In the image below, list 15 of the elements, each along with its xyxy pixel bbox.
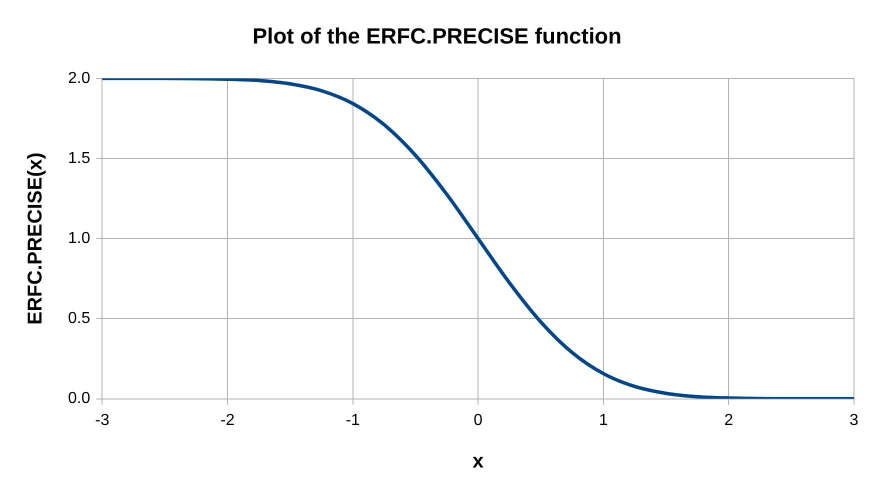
x-axis-title: x [472, 450, 484, 473]
y-tick-label: 1.0 [68, 230, 90, 248]
y-axis-title: ERFC.PRECISE(x) [24, 152, 47, 325]
x-tick-label: 3 [850, 412, 859, 429]
y-tick-label: 1.5 [68, 150, 90, 167]
chart-title: Plot of the ERFC.PRECISE function [252, 23, 622, 48]
x-tick-label: 1 [598, 412, 608, 429]
x-tick-label: -3 [95, 412, 110, 429]
x-tick-label: 2 [724, 412, 734, 429]
x-tick-label: -2 [220, 412, 235, 429]
y-tick-label: 0.0 [68, 390, 90, 408]
x-tick-label: 0 [474, 412, 483, 429]
y-tick-label: 0.5 [68, 310, 90, 328]
x-tick-label: -1 [346, 412, 360, 429]
y-tick-label: 2.0 [68, 70, 90, 87]
